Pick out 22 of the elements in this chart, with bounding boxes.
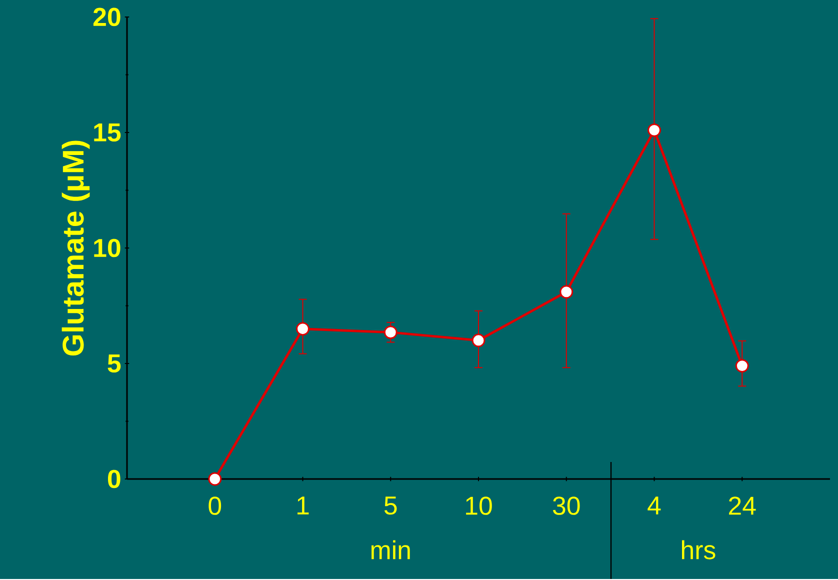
point xyxy=(384,326,398,340)
y-tick-label: 15 xyxy=(94,124,121,142)
text: hrs xyxy=(682,540,716,560)
x-tick-label: 30 xyxy=(552,496,580,516)
point xyxy=(208,472,222,486)
y-axis-title: Glutamate (μM) xyxy=(62,140,90,356)
y-tick-label: 0 xyxy=(108,470,120,488)
point xyxy=(296,322,310,336)
x-tick-label: 0 xyxy=(208,496,222,516)
point xyxy=(472,334,486,348)
point xyxy=(648,124,661,138)
y-tick-label: 10 xyxy=(94,239,120,258)
y-tick-label: 20 xyxy=(93,8,120,26)
point xyxy=(560,285,574,299)
x-tick-label: 1 xyxy=(298,496,309,515)
x-axis-title: min xyxy=(371,540,410,560)
x-tick-label: 4 xyxy=(648,496,661,515)
x-tick-label: 5 xyxy=(384,496,397,515)
x-tick-label: 24 xyxy=(729,496,756,515)
point xyxy=(735,359,749,373)
x-tick-label: 10 xyxy=(466,496,492,516)
y-tick-label: 5 xyxy=(108,354,121,373)
